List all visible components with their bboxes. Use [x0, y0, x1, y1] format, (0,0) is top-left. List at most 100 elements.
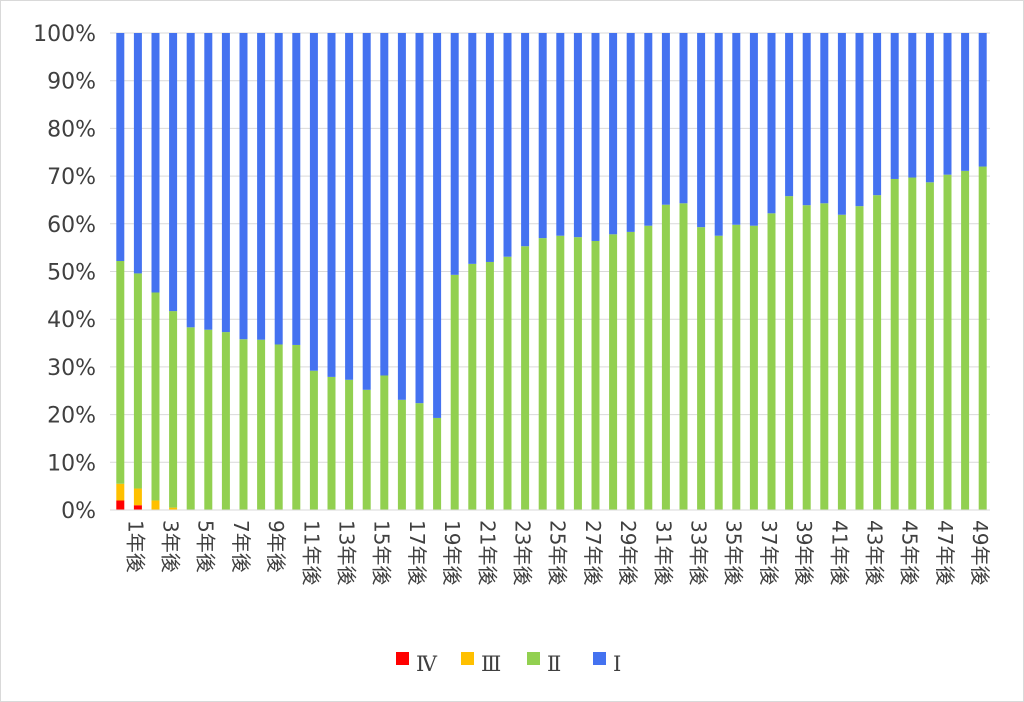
bar-segment-series-3	[309, 33, 318, 371]
bar-segment-series-3	[239, 33, 248, 340]
legend-label: Ⅱ	[547, 652, 561, 676]
x-tick-label: 9年後	[264, 520, 288, 573]
x-tick-label: 37年後	[757, 520, 781, 585]
bar-stack	[538, 33, 547, 511]
bar-segment-series-2	[433, 417, 442, 510]
bar-segment-series-3	[397, 33, 406, 400]
bar-segment-series-3	[644, 33, 653, 226]
bar-segment-series-2	[556, 235, 565, 510]
bar-segment-series-2	[151, 292, 160, 501]
bar-segment-series-3	[943, 33, 952, 175]
x-axis: 1年後 3年後 5年後 7年後 9年後 11年後 13年後 15年後 17年後 19年後 21年後 2…	[110, 509, 992, 585]
x-tick-label: 45年後	[898, 520, 922, 585]
bar-segment-series-3	[714, 33, 723, 236]
bar-segment-series-3	[151, 33, 160, 293]
bar-segment-series-2	[327, 376, 336, 510]
legend-item: Ⅲ	[461, 652, 501, 676]
bar-segment-series-3	[873, 33, 882, 196]
bar-segment-series-2	[415, 403, 424, 510]
bar-segment-series-3	[855, 33, 864, 207]
legend-label: Ⅳ	[416, 652, 438, 676]
x-tick-label: 3年後	[159, 520, 183, 573]
bar-segment-series-3	[204, 33, 213, 330]
bar-stack	[257, 33, 266, 510]
bar-segment-series-2	[468, 263, 477, 510]
bar-segment-series-3	[503, 33, 512, 257]
bar-segment-series-3	[292, 33, 301, 345]
bar-segment-series-3	[908, 33, 917, 178]
x-tick-label: 41年後	[827, 520, 851, 585]
bar-segment-series-2	[397, 399, 406, 510]
x-tick-label: 1年後	[123, 520, 147, 573]
x-tick-label: 39年後	[792, 520, 816, 585]
y-tick-label: 60%	[47, 213, 96, 238]
x-tick-label: 15年後	[370, 520, 394, 585]
bar-segment-series-3	[116, 33, 125, 262]
bar-segment-series-2	[767, 213, 776, 510]
bar-segment-series-3	[556, 33, 565, 236]
y-tick-label: 100%	[33, 22, 96, 47]
legend-swatch	[593, 652, 606, 665]
x-tick-label: 13年後	[335, 520, 359, 585]
bar-segment-series-3	[169, 33, 178, 312]
bar-segment-series-2	[257, 339, 266, 510]
y-tick-label: 0%	[61, 499, 96, 524]
bar-stack	[239, 33, 248, 510]
bar-segment-series-1	[169, 507, 178, 510]
bar-segment-series-3	[925, 33, 934, 183]
bar-segment-series-2	[626, 231, 635, 510]
bar-stack	[485, 33, 494, 510]
legend-item: Ⅰ	[593, 652, 621, 676]
bar-stack	[679, 33, 688, 510]
bar-segment-series-3	[345, 33, 354, 380]
bar-stack	[626, 33, 635, 510]
bar-stack	[573, 33, 582, 510]
bar-segment-series-3	[257, 33, 266, 340]
bar-segment-series-3	[609, 33, 618, 235]
bar-segment-series-2	[943, 174, 952, 510]
legend-swatch	[461, 652, 474, 665]
bar-segment-series-3	[697, 33, 706, 228]
legend-swatch	[396, 652, 409, 665]
bar-stack	[450, 33, 459, 510]
bar-segment-series-2	[169, 311, 178, 508]
bar-segment-series-2	[521, 246, 530, 510]
bar-segment-series-3	[538, 33, 547, 239]
bar-stack	[855, 33, 864, 510]
y-tick-label: 70%	[47, 165, 96, 190]
bar-segment-series-2	[573, 237, 582, 510]
bar-segment-series-2	[732, 224, 741, 510]
bar-segment-series-0	[116, 500, 125, 510]
bar-segment-series-3	[186, 33, 195, 328]
bar-segment-series-2	[591, 240, 600, 511]
x-tick-label: 23年後	[511, 520, 535, 585]
bar-segment-series-2	[749, 225, 758, 510]
bar-stack	[714, 33, 723, 510]
bar-segment-series-3	[749, 33, 758, 226]
bar-segment-series-2	[450, 274, 459, 510]
bar-stack	[468, 33, 477, 510]
bar-segment-series-2	[890, 178, 899, 510]
x-tick-label: 27年後	[581, 520, 605, 585]
bar-segment-series-2	[133, 273, 142, 489]
bars	[116, 33, 987, 511]
y-tick-label: 30%	[47, 356, 96, 381]
bar-stack	[221, 33, 230, 510]
bar-stack	[415, 33, 424, 510]
bar-stack	[978, 33, 987, 510]
bar-segment-series-3	[485, 33, 494, 262]
bar-stack	[521, 33, 530, 510]
bar-stack	[644, 33, 653, 510]
x-tick-label: 11年後	[299, 520, 323, 585]
bar-stack	[433, 33, 442, 510]
bar-stack	[591, 33, 600, 511]
bar-segment-series-3	[433, 33, 442, 418]
x-tick-label: 25年後	[546, 520, 570, 585]
bar-segment-series-3	[802, 33, 811, 206]
bar-segment-series-2	[961, 170, 970, 510]
legend-item: Ⅳ	[396, 652, 438, 676]
bar-segment-series-3	[573, 33, 582, 238]
legend-item: Ⅱ	[527, 652, 561, 676]
bar-segment-series-3	[221, 33, 230, 333]
bar-segment-series-3	[626, 33, 635, 232]
